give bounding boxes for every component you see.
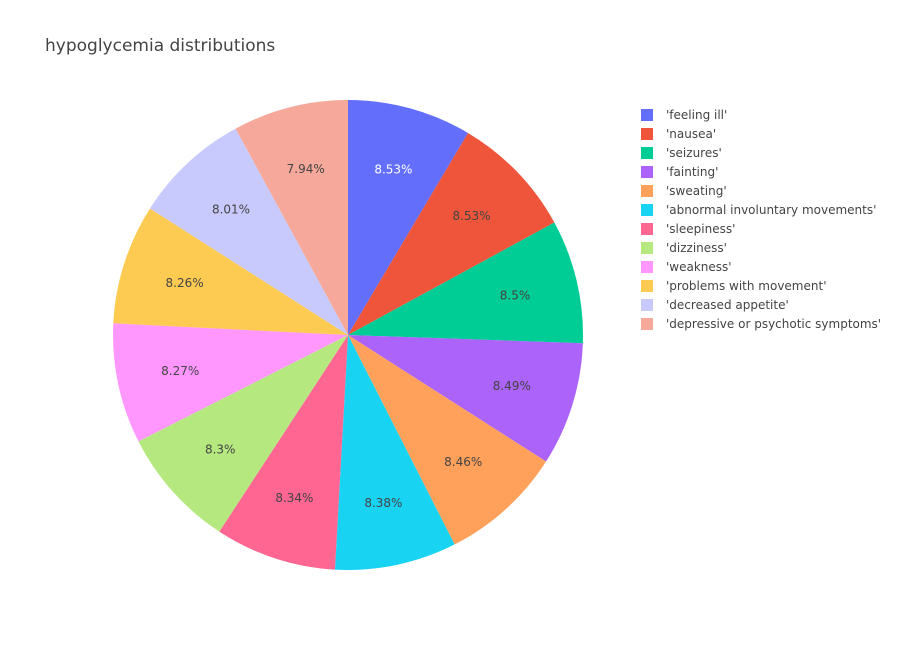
pie-slice [235,100,348,335]
legend-item[interactable]: 'nausea' [641,127,716,141]
pie-slice [348,335,547,545]
legend-item[interactable]: 'fainting' [641,165,718,179]
pie-slice-label: 8.01% [212,203,250,217]
legend-label: 'decreased appetite' [666,298,789,312]
legend-item[interactable]: 'weakness' [641,260,732,274]
chart-title: hypoglycemia distributions [45,36,275,56]
legend-label: 'dizziness' [666,241,727,255]
pie-slice [112,323,349,442]
legend-swatch [641,242,653,254]
legend-label: 'sweating' [666,184,727,198]
legend-swatch [641,185,653,197]
pie-slice-label: 8.53% [452,209,490,223]
legend-label: 'feeling ill' [666,108,727,122]
pie-slice-label: 8.38% [364,496,402,510]
legend-swatch [641,204,653,216]
legend-swatch [641,261,653,273]
legend-item[interactable]: 'sleepiness' [641,222,735,236]
pie-slice-label: 8.26% [166,276,204,290]
legend: 'feeling ill' 'nausea' 'seizures' 'fainting… [641,108,881,331]
legend-swatch [641,147,653,159]
legend-label: 'problems with movement' [666,279,827,293]
pie-slice-label: 8.3% [205,443,236,457]
pie-slice [113,208,348,335]
legend-swatch [641,128,653,140]
pie-slice [219,335,348,570]
pie-slice-label: 8.27% [161,364,199,378]
legend-item[interactable]: 'abnormal involuntary movements' [641,203,876,217]
legend-label: 'weakness' [666,260,732,274]
pie-slice [348,222,584,344]
legend-label: 'abnormal involuntary movements' [666,203,876,217]
legend-swatch [641,280,653,292]
legend-label: 'depressive or psychotic symptoms' [666,317,881,331]
pie-slice-label: 8.53% [374,163,412,177]
pie-slice-label: 8.49% [493,379,531,393]
legend-label: 'sleepiness' [666,222,735,236]
pie-slice [149,128,348,335]
legend-label: 'nausea' [666,127,716,141]
legend-item[interactable]: 'problems with movement' [641,279,827,293]
legend-swatch [641,166,653,178]
legend-label: 'seizures' [666,146,722,160]
legend-swatch [641,318,653,330]
legend-item[interactable]: 'depressive or psychotic symptoms' [641,317,881,331]
pie-slice [348,132,555,335]
pie-slice [348,335,583,462]
pie-slice-labels: 8.53% 8.53% 8.5% 8.49% 8.46% 8.38% 8.34% 8.3% 8.… [161,162,531,510]
pie-slice [138,335,348,532]
legend-item[interactable]: 'dizziness' [641,241,727,255]
legend-item[interactable]: 'feeling ill' [641,108,727,122]
pie-slice-label: 8.46% [444,455,482,469]
legend-label: 'fainting' [666,165,718,179]
pie-slice [334,335,455,571]
legend-swatch [641,109,653,121]
pie-slice-label: 8.34% [275,491,313,505]
legend-swatch [641,223,653,235]
legend-item[interactable]: 'sweating' [641,184,727,198]
pie-slices [112,100,584,571]
pie-slice-label: 8.5% [500,289,531,303]
legend-item[interactable]: 'decreased appetite' [641,298,789,312]
pie-slice-label: 7.94% [287,162,325,176]
legend-item[interactable]: 'seizures' [641,146,722,160]
pie-slice [348,100,468,335]
legend-swatch [641,299,653,311]
